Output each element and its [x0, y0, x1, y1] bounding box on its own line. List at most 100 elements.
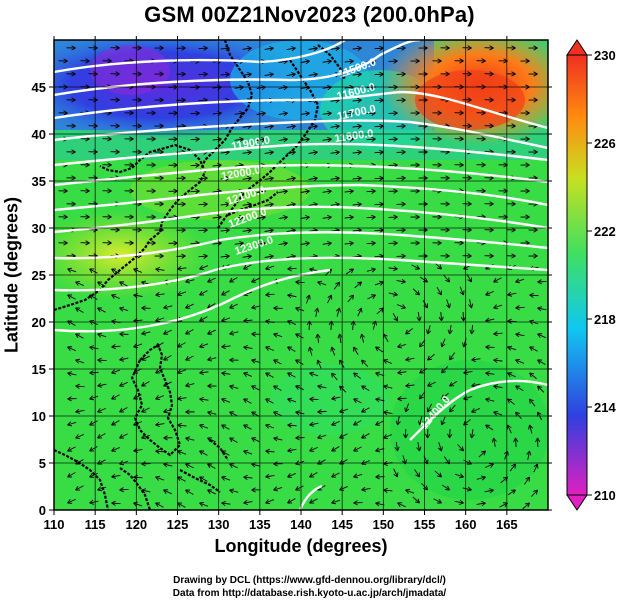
streamline-arrow	[278, 241, 288, 247]
streamline-arrow	[264, 150, 274, 156]
streamline-arrow	[352, 149, 362, 156]
streamline-arrow	[392, 312, 398, 322]
streamline-arrow	[333, 281, 340, 290]
streamline-arrow	[221, 424, 230, 430]
streamline-arrow	[132, 123, 142, 129]
streamline-arrow	[418, 416, 424, 426]
streamline-arrow	[286, 176, 296, 182]
streamline-arrow	[154, 71, 164, 77]
streamline-arrow	[132, 97, 142, 103]
streamline-arrow	[366, 136, 376, 142]
streamline-arrow	[75, 383, 85, 389]
streamline-arrow	[397, 369, 407, 376]
streamline-arrow	[388, 136, 398, 142]
streamline-arrow	[403, 428, 409, 439]
streamline-arrow	[80, 58, 90, 64]
streamline-arrow	[469, 325, 475, 335]
streamline-arrow	[388, 240, 398, 246]
streamline-arrow	[155, 448, 165, 454]
streamline-arrow	[366, 110, 376, 116]
streamline-arrow	[199, 423, 209, 429]
streamline-arrow	[154, 45, 164, 51]
streamline-arrow	[66, 175, 76, 181]
streamline-arrow	[397, 502, 406, 508]
streamline-arrow	[111, 369, 121, 375]
x-tick-label: 140	[290, 517, 312, 532]
grid-lines	[54, 40, 548, 510]
streamline-arrow	[366, 214, 376, 220]
streamline-arrow	[410, 136, 420, 142]
streamline-arrow	[388, 188, 398, 194]
streamline-arrow	[537, 306, 547, 312]
streamline-arrow	[102, 214, 112, 220]
streamline-arrow	[89, 395, 99, 401]
streamline-arrow	[221, 500, 231, 507]
streamline-arrow	[198, 227, 208, 233]
streamline-arrow	[111, 394, 120, 400]
streamline-arrow	[520, 110, 530, 116]
streamline-arrow	[331, 420, 340, 426]
streamline-arrow	[251, 437, 260, 443]
streamline-arrow	[264, 254, 274, 260]
streamline-arrow	[176, 175, 186, 181]
streamline-arrow	[185, 409, 195, 415]
streamline-arrow	[251, 358, 261, 364]
streamline-arrow	[154, 253, 164, 259]
streamline-arrow	[524, 476, 530, 485]
streamline-arrow	[375, 397, 385, 403]
streamline-arrow	[520, 58, 530, 64]
streamline-arrow	[278, 111, 288, 117]
streamline-arrow	[234, 240, 244, 247]
streamline-arrow	[111, 447, 120, 452]
streamline-arrow	[432, 136, 442, 142]
streamline-arrow	[383, 434, 393, 439]
streamline-arrow	[124, 240, 134, 246]
streamline-arrow	[242, 227, 252, 234]
streamline-arrow	[67, 346, 76, 352]
streamline-arrow	[221, 371, 231, 377]
streamline-arrow	[515, 332, 525, 338]
streamline-arrow	[124, 110, 134, 116]
streamline-arrow	[119, 407, 128, 413]
streamline-arrow	[484, 201, 494, 207]
streamline-arrow	[366, 188, 376, 194]
streamline-arrow	[515, 278, 525, 284]
streamline-arrow	[425, 428, 431, 439]
streamline-arrow	[528, 253, 538, 259]
streamline-arrow	[198, 253, 208, 259]
streamline-arrow	[445, 299, 451, 309]
streamline-arrow	[394, 442, 400, 452]
streamline-arrow	[507, 489, 516, 496]
streamline-arrow	[447, 428, 453, 439]
streamline-arrow	[295, 385, 304, 391]
streamline-arrow	[163, 435, 173, 441]
streamline-arrow	[66, 45, 76, 51]
streamline-arrow	[80, 162, 90, 168]
streamline-arrow	[528, 45, 538, 51]
streamline-arrow	[207, 463, 216, 469]
streamline-arrow	[295, 359, 304, 365]
streamline-arrow	[493, 384, 503, 390]
streamline-arrow	[176, 71, 186, 77]
streamline-arrow	[119, 433, 128, 439]
streamline-arrow	[432, 240, 442, 246]
colorbar-tick-label: 218	[594, 312, 616, 327]
streamline-arrow	[414, 469, 420, 478]
streamline-arrow	[110, 71, 120, 77]
streamline-arrow	[528, 97, 538, 103]
streamline-arrow	[97, 307, 106, 313]
x-tick-label: 160	[455, 517, 477, 532]
streamline-arrow	[375, 371, 385, 377]
streamline-arrow	[242, 253, 252, 260]
streamline-arrow	[416, 312, 422, 322]
streamline-arrow	[462, 97, 472, 103]
streamline-arrow	[185, 382, 195, 388]
streamline-arrow	[273, 359, 282, 365]
streamline-arrow	[155, 421, 165, 427]
streamline-arrow	[438, 311, 444, 322]
streamline-arrow	[155, 475, 165, 481]
streamline-arrow	[265, 473, 275, 479]
streamline-arrow	[265, 346, 274, 351]
streamline-arrow	[66, 123, 76, 129]
streamline-arrow	[361, 359, 369, 367]
